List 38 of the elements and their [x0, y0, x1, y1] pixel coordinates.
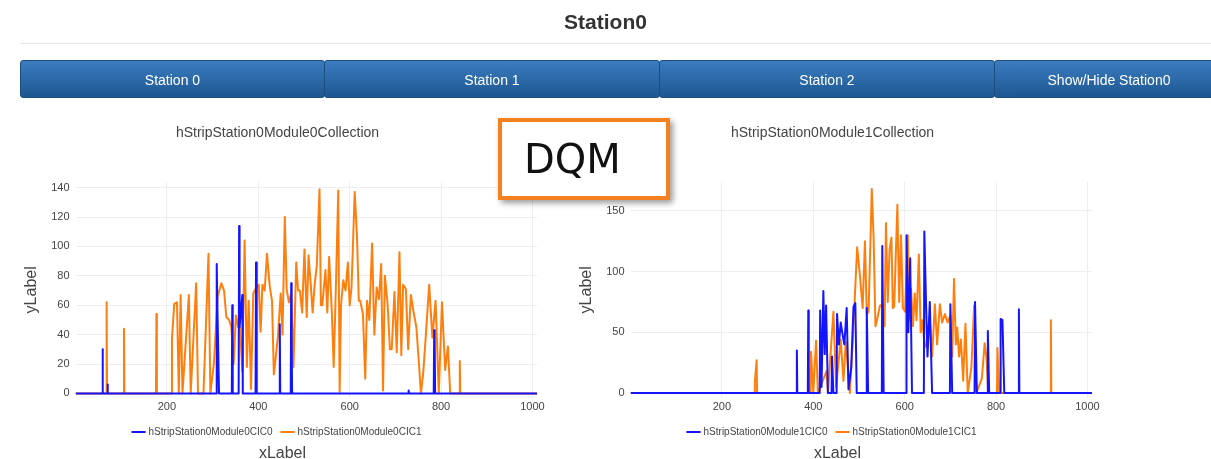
x-axis-title: xLabel	[812, 444, 863, 459]
y-tick-label: 20	[57, 357, 70, 370]
x-tick-label: 200	[712, 400, 732, 413]
y-tick-label: 0	[618, 385, 625, 398]
y-tick-label: 80	[57, 268, 70, 281]
text: Station 1	[324, 60, 660, 98]
y-tick-label: 0	[63, 386, 70, 399]
y-tick-label: 100	[606, 264, 625, 277]
annotation: DQM	[498, 118, 670, 200]
x-tick-label: 400	[249, 400, 268, 413]
text: Station 0	[20, 60, 325, 98]
y-tick-label: 140	[51, 180, 70, 193]
chart-title: hStripStation0Module0Collection	[175, 124, 380, 141]
text: Show/Hide Station0	[994, 60, 1211, 98]
x-tick-label: 1000	[1075, 400, 1100, 413]
x-tick-label: 800	[431, 400, 451, 413]
y-tick-label: 60	[57, 298, 70, 311]
text: Station 2	[659, 60, 995, 98]
y-tick-label: 50	[612, 325, 625, 338]
legend-label: hStripStation0Module1CIC0	[703, 425, 828, 437]
legend-label: hStripStation0Module0CIC1	[297, 425, 422, 437]
x-axis-title: xLabel	[257, 444, 308, 459]
legend-label: hStripStation0Module1CIC1	[852, 425, 977, 437]
text: Station0	[563, 10, 648, 34]
y-axis-title: yLabel	[22, 266, 40, 314]
y-tick-label: 100	[51, 239, 70, 252]
x-tick-label: 600	[340, 400, 359, 413]
y-tick-label: 150	[606, 203, 625, 216]
legend-label: hStripStation0Module0CIC0	[148, 425, 273, 437]
y-tick-label: 120	[51, 210, 70, 223]
x-tick-label: 400	[804, 400, 823, 413]
y-tick-label: 40	[57, 327, 70, 340]
x-tick-label: 800	[986, 400, 1006, 413]
x-tick-label: 200	[157, 400, 177, 413]
x-tick-label: 600	[895, 400, 914, 413]
x-tick-label: 1000	[520, 400, 545, 413]
y-axis-title: yLabel	[577, 266, 595, 314]
chart-title: hStripStation0Module1Collection	[730, 124, 935, 141]
